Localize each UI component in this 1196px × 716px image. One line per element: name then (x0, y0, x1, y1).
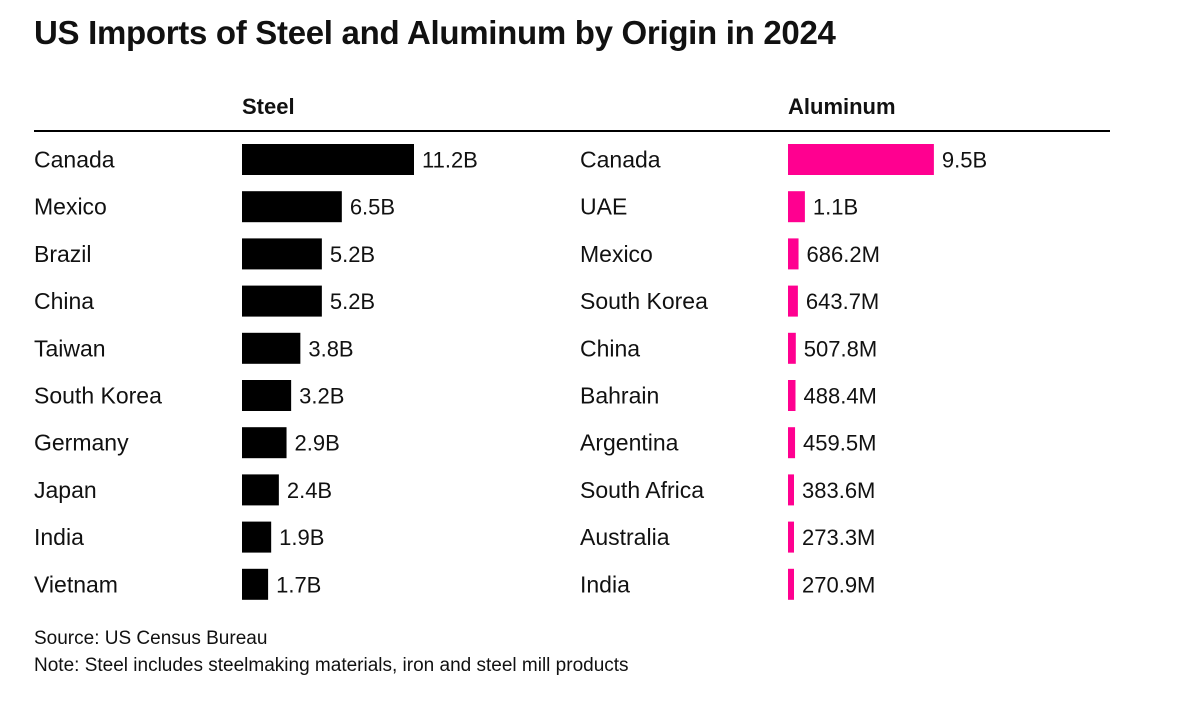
steel-category-label-mexico: Mexico (34, 194, 107, 220)
aluminum-bar-south-korea (788, 285, 798, 317)
aluminum-category-label-china: China (580, 335, 640, 361)
aluminum-value-label-south-korea: 643.7M (806, 289, 879, 314)
steel-bar-canada (242, 144, 414, 175)
steel-value-label-canada: 11.2B (422, 148, 478, 173)
steel-value-label-taiwan: 3.8B (308, 336, 353, 361)
steel-category-label-taiwan: Taiwan (34, 335, 106, 361)
aluminum-category-label-south-korea: South Korea (580, 288, 708, 314)
aluminum-category-label-australia: Australia (580, 524, 670, 550)
steel-value-label-south-korea: 3.2B (299, 384, 344, 409)
steel-category-label-china: China (34, 288, 94, 314)
aluminum-value-label-china: 507.8M (804, 336, 877, 361)
steel-category-label-canada: Canada (34, 147, 115, 173)
aluminum-value-label-india: 270.9M (802, 572, 875, 597)
steel-value-label-india: 1.9B (279, 525, 324, 550)
steel-category-label-japan: Japan (34, 477, 97, 503)
aluminum-bar-china (788, 332, 796, 364)
steel-value-label-germany: 2.9B (295, 431, 340, 456)
aluminum-category-label-india: India (580, 571, 630, 597)
steel-value-label-vietnam: 1.7B (276, 572, 321, 597)
steel-category-label-brazil: Brazil (34, 241, 92, 267)
steel-category-label-south-korea: South Korea (34, 383, 162, 409)
steel-value-label-china: 5.2B (330, 289, 375, 314)
steel-bar-mexico (242, 191, 342, 223)
steel-value-label-brazil: 5.2B (330, 242, 375, 267)
aluminum-bar-uae (788, 191, 805, 223)
footnote: Note: Steel includes steelmaking materia… (34, 655, 629, 676)
bar-chart-panels: Canada 11.2B Mexico 6.5B Brazil 5.2B China 5.2B… (34, 144, 987, 600)
steel-bar-vietnam (242, 568, 269, 600)
aluminum-category-label-bahrain: Bahrain (580, 383, 659, 409)
steel-category-label-germany: Germany (34, 430, 129, 456)
aluminum-panel-header: Aluminum (788, 94, 896, 119)
aluminum-bar-canada (788, 144, 934, 175)
steel-bar-china (242, 285, 322, 317)
chart-title: US Imports of Steel and Aluminum by Orig… (34, 14, 836, 51)
steel-value-label-japan: 2.4B (287, 478, 332, 503)
steel-bar-india (242, 521, 272, 553)
aluminum-value-label-south-africa: 383.6M (802, 478, 875, 503)
aluminum-value-label-canada: 9.5B (942, 148, 987, 173)
aluminum-value-label-bahrain: 488.4M (804, 384, 877, 409)
aluminum-value-label-argentina: 459.5M (803, 431, 876, 456)
aluminum-category-label-mexico: Mexico (580, 241, 653, 267)
aluminum-bar-south-africa (788, 474, 794, 506)
steel-bar-south-korea (242, 380, 292, 411)
aluminum-category-label-canada: Canada (580, 147, 661, 173)
steel-panel-header: Steel (242, 94, 295, 119)
aluminum-value-label-mexico: 686.2M (807, 242, 880, 267)
steel-value-label-mexico: 6.5B (350, 195, 395, 220)
header-rule (34, 130, 1110, 132)
aluminum-bar-india (788, 568, 794, 600)
aluminum-category-label-argentina: Argentina (580, 430, 679, 456)
steel-bar-germany (242, 427, 287, 459)
aluminum-bar-bahrain (788, 380, 796, 411)
steel-bar-japan (242, 474, 279, 506)
aluminum-bar-mexico (788, 238, 799, 270)
aluminum-series: Canada 9.5B UAE 1.1B Mexico 686.2M South Korea… (580, 144, 987, 600)
steel-series: Canada 11.2B Mexico 6.5B Brazil 5.2B China 5.2B… (34, 144, 478, 600)
steel-category-label-vietnam: Vietnam (34, 571, 118, 597)
aluminum-category-label-uae: UAE (580, 194, 627, 220)
steel-bar-taiwan (242, 332, 301, 364)
aluminum-value-label-australia: 273.3M (802, 525, 875, 550)
aluminum-bar-argentina (788, 427, 796, 459)
source-note: Source: US Census Bureau (34, 628, 268, 649)
steel-category-label-india: India (34, 524, 84, 550)
aluminum-bar-australia (788, 521, 794, 553)
steel-bar-brazil (242, 238, 322, 270)
aluminum-category-label-south-africa: South Africa (580, 477, 704, 503)
aluminum-value-label-uae: 1.1B (813, 195, 858, 220)
